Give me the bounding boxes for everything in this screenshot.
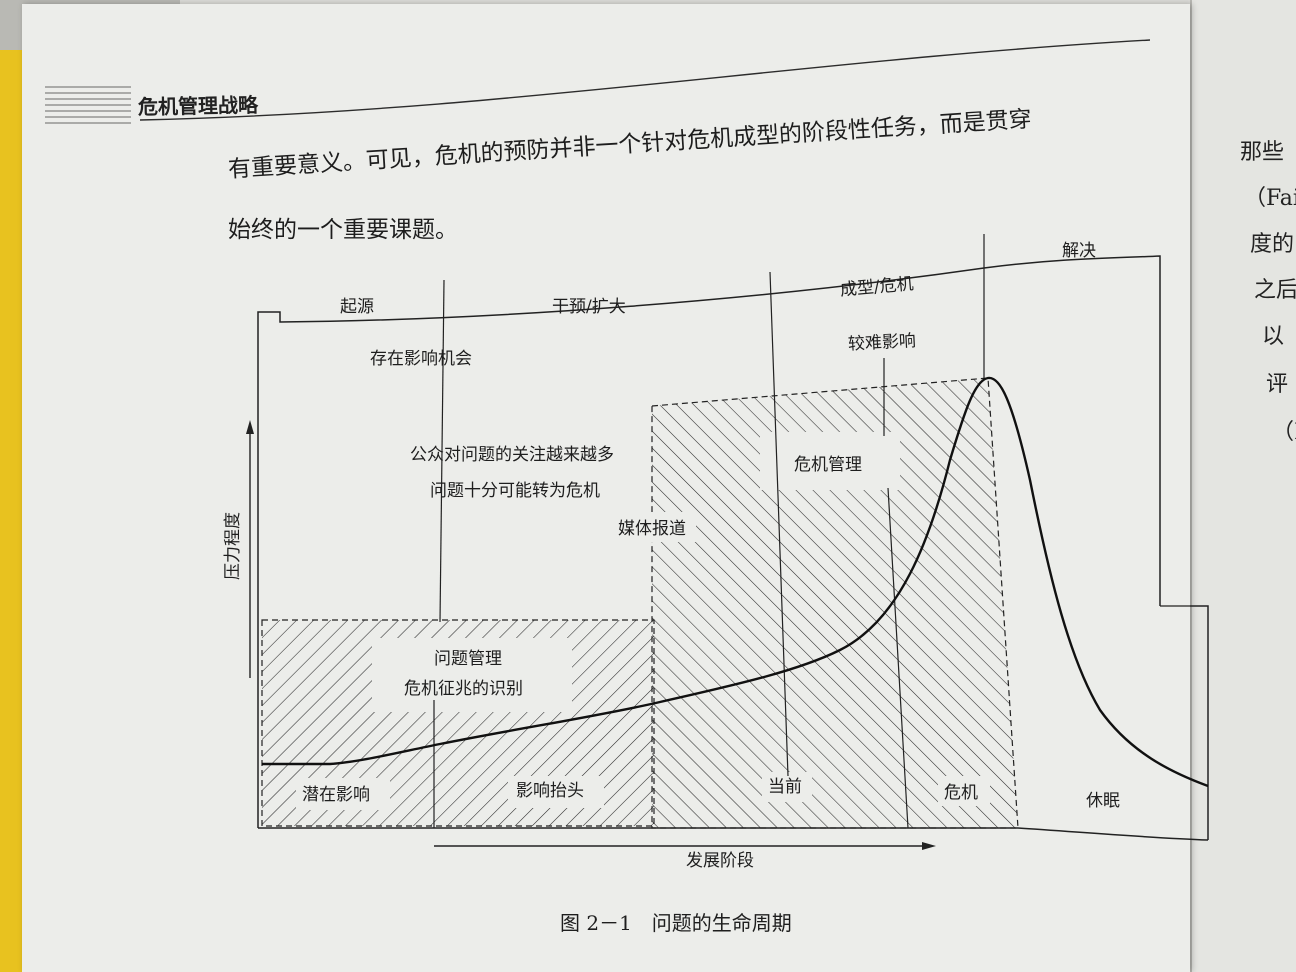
crisis-management-hatch: [651, 377, 1019, 829]
x-axis-title: 发展阶段: [686, 851, 754, 871]
right-page-line-5: 以: [1262, 324, 1285, 349]
header-decoration: [45, 86, 131, 126]
label-latent: 潜在影响: [302, 785, 370, 805]
annotation-media: 媒体报道: [618, 519, 686, 539]
pressure-curve: [262, 376, 1209, 788]
annotation-hard-to-affect: 较难影响: [847, 331, 916, 355]
annotation-issue-management: 问题管理: [434, 649, 502, 669]
label-emerging: 影响抬头: [516, 781, 584, 801]
right-page-line-1: 那些: [1240, 140, 1285, 165]
annotation-signal-identification: 危机征兆的识别: [404, 679, 523, 699]
right-page-line-2: （Fai: [1244, 186, 1296, 211]
facing-page: [1192, 0, 1296, 972]
label-current: 当前: [768, 777, 802, 797]
figure-caption: 图 2－1 问题的生命周期: [560, 911, 792, 935]
paragraph-line-2: 始终的一个重要课题。: [228, 217, 458, 243]
annotation-may-become-crisis: 问题十分可能转为危机: [430, 481, 600, 501]
phase-resolve: 解决: [1062, 241, 1096, 261]
label-dormant: 休眠: [1086, 791, 1120, 811]
right-page-line-4: 之后: [1254, 278, 1296, 303]
y-axis-title: 压力程度: [223, 512, 243, 580]
annotation-public-attention: 公众对问题的关注越来越多: [410, 445, 614, 465]
right-page-line-3: 度的: [1250, 232, 1295, 257]
annotation-opportunity: 存在影响机会: [370, 349, 472, 369]
annotation-crisis-management: 危机管理: [794, 455, 862, 475]
right-page-line-6: 评: [1266, 372, 1289, 397]
label-crisis: 危机: [944, 783, 978, 803]
phase-intervene: 干预/扩大: [552, 297, 626, 317]
figure-bottom-edge: [258, 827, 1209, 841]
phase-formed: 成型/危机: [839, 274, 914, 300]
right-page-line-7: （I: [1272, 420, 1296, 445]
figure-frame: [257, 255, 1161, 828]
page-curl-line: [139, 39, 1151, 121]
phase-origin: 起源: [340, 297, 374, 317]
